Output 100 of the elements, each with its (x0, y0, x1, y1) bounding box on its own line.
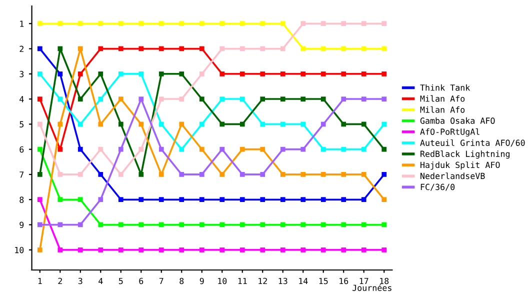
point (199, 146, 204, 152)
legend-label: Gamba Osaka AFO (420, 117, 495, 124)
point (341, 172, 346, 177)
point (361, 21, 366, 26)
legend-label: Milan Afo (420, 95, 465, 102)
x-tick-label: 4 (98, 278, 103, 284)
point (382, 46, 387, 52)
point (179, 96, 184, 102)
point (98, 222, 104, 228)
point (361, 197, 366, 202)
x-tick-label: 6 (139, 278, 144, 284)
point (199, 222, 204, 228)
point (118, 46, 124, 52)
point (260, 197, 266, 202)
point (382, 222, 387, 228)
point (138, 122, 144, 127)
point (220, 197, 225, 202)
point (280, 46, 286, 52)
point (78, 46, 83, 52)
x-tick-label: 16 (340, 278, 348, 284)
point (220, 146, 225, 152)
point (199, 96, 204, 102)
point (240, 122, 245, 127)
point (37, 21, 42, 26)
point (300, 222, 306, 228)
point (179, 21, 184, 26)
point (158, 197, 164, 202)
x-tick-label: 8 (180, 278, 184, 284)
point (138, 96, 144, 102)
point (118, 21, 124, 26)
point (382, 21, 387, 26)
y-tick-label: 8 (20, 196, 24, 203)
point (179, 122, 184, 127)
point (58, 146, 63, 152)
point (361, 247, 366, 252)
point (220, 71, 225, 76)
point (58, 247, 63, 252)
x-tick-label: 12 (258, 278, 267, 284)
x-tick-label: 14 (299, 278, 308, 284)
point (158, 96, 164, 102)
point (260, 172, 266, 177)
point (78, 71, 83, 76)
point (341, 96, 346, 102)
point (158, 247, 164, 252)
point (118, 96, 124, 102)
point (341, 122, 346, 127)
x-tick-label: 5 (118, 278, 123, 284)
point (179, 222, 184, 228)
point (138, 21, 144, 26)
y-tick-label: 1 (20, 20, 24, 27)
point (260, 247, 266, 252)
point (78, 197, 83, 202)
point (260, 21, 266, 26)
point (220, 222, 225, 228)
point (361, 71, 366, 76)
point (179, 197, 184, 202)
x-tick-label: 3 (78, 278, 82, 284)
point (78, 247, 83, 252)
point (58, 172, 63, 177)
point (37, 96, 42, 102)
point (320, 122, 326, 127)
point (78, 172, 83, 177)
point (179, 71, 184, 76)
point (158, 222, 164, 228)
legend-label: Milan Afo (420, 106, 465, 113)
x-tick-label: 17 (360, 278, 368, 284)
point (320, 21, 326, 26)
point (341, 197, 346, 202)
x-axis-title: Journées (352, 284, 392, 292)
point (98, 172, 104, 177)
x-tick-label: 15 (319, 278, 328, 284)
point (37, 122, 42, 127)
point (78, 122, 83, 127)
point (240, 197, 245, 202)
point (58, 122, 63, 127)
point (78, 146, 83, 152)
point (138, 71, 144, 76)
point (320, 172, 326, 177)
point (320, 247, 326, 252)
legend-label: FC/36/0 (420, 184, 455, 191)
point (118, 172, 124, 177)
point (300, 96, 306, 102)
point (382, 197, 387, 202)
point (199, 122, 204, 127)
point (98, 146, 104, 152)
point (58, 96, 63, 102)
legend-label: NederlandseVB (420, 172, 485, 180)
point (199, 71, 204, 76)
point (158, 46, 164, 52)
point (382, 122, 387, 127)
point (179, 247, 184, 252)
point (300, 172, 306, 177)
point (280, 146, 286, 152)
point (300, 197, 306, 202)
point (240, 71, 245, 76)
point (240, 96, 245, 102)
y-tick-label: 3 (20, 70, 24, 78)
point (240, 222, 245, 228)
point (382, 96, 387, 102)
point (260, 146, 266, 152)
